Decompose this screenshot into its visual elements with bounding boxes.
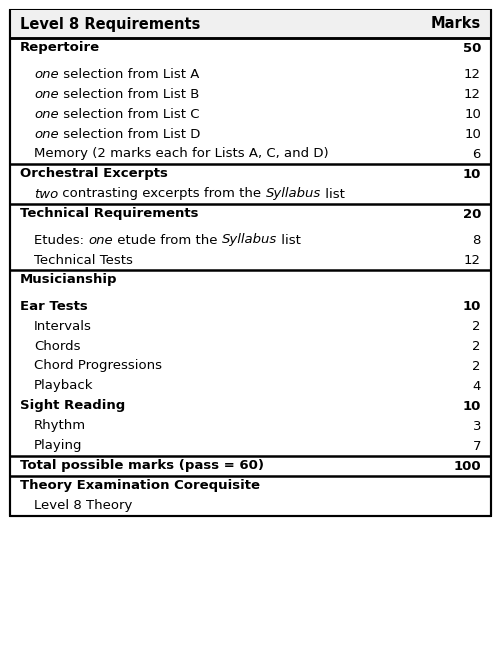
- Text: 4: 4: [472, 380, 481, 393]
- Text: Syllabus: Syllabus: [266, 187, 321, 200]
- Text: selection from List A: selection from List A: [59, 67, 199, 80]
- Text: 10: 10: [462, 400, 481, 413]
- Text: Orchestral Excerpts: Orchestral Excerpts: [20, 167, 168, 181]
- Text: one: one: [34, 87, 59, 100]
- Text: selection from List B: selection from List B: [59, 87, 199, 100]
- Text: Sight Reading: Sight Reading: [20, 400, 125, 413]
- Text: Level 8 Requirements: Level 8 Requirements: [20, 16, 200, 32]
- Text: contrasting excerpts from the: contrasting excerpts from the: [58, 187, 266, 200]
- Text: 8: 8: [472, 233, 481, 246]
- Bar: [10, 10, 491, 516]
- Text: two: two: [34, 187, 58, 200]
- Text: Total possible marks (pass = 60): Total possible marks (pass = 60): [20, 459, 264, 472]
- Text: Playback: Playback: [34, 380, 94, 393]
- Text: etude from the: etude from the: [113, 233, 221, 246]
- Text: one: one: [88, 233, 113, 246]
- Text: list: list: [277, 233, 301, 246]
- Text: 2: 2: [472, 360, 481, 373]
- Text: one: one: [34, 67, 59, 80]
- Text: Technical Requirements: Technical Requirements: [20, 207, 198, 220]
- Text: Marks: Marks: [431, 16, 481, 32]
- Text: Playing: Playing: [34, 439, 83, 452]
- Text: 10: 10: [462, 299, 481, 312]
- Bar: [10, 10, 491, 38]
- Text: 10: 10: [462, 167, 481, 181]
- Text: Ear Tests: Ear Tests: [20, 299, 88, 312]
- Text: 12: 12: [464, 253, 481, 266]
- Text: 100: 100: [453, 459, 481, 472]
- Text: Memory (2 marks each for Lists A, C, and D): Memory (2 marks each for Lists A, C, and…: [34, 148, 329, 161]
- Text: selection from List D: selection from List D: [59, 128, 200, 141]
- Text: 2: 2: [472, 340, 481, 353]
- Text: list: list: [321, 187, 345, 200]
- Text: 2: 2: [472, 319, 481, 332]
- Text: 12: 12: [464, 87, 481, 100]
- Text: 10: 10: [464, 108, 481, 121]
- Text: Theory Examination Corequisite: Theory Examination Corequisite: [20, 480, 260, 492]
- Text: 3: 3: [472, 419, 481, 432]
- Text: Etudes:: Etudes:: [34, 233, 88, 246]
- Text: selection from List C: selection from List C: [59, 108, 199, 121]
- Text: Rhythm: Rhythm: [34, 419, 86, 432]
- Text: one: one: [34, 128, 59, 141]
- Text: Repertoire: Repertoire: [20, 41, 100, 54]
- Text: one: one: [34, 108, 59, 121]
- Text: Technical Tests: Technical Tests: [34, 253, 133, 266]
- Text: 50: 50: [462, 41, 481, 54]
- Text: 12: 12: [464, 67, 481, 80]
- Text: Intervals: Intervals: [34, 319, 92, 332]
- Text: Syllabus: Syllabus: [221, 233, 277, 246]
- Text: Chords: Chords: [34, 340, 81, 353]
- Text: Chord Progressions: Chord Progressions: [34, 360, 162, 373]
- Text: Level 8 Theory: Level 8 Theory: [34, 500, 132, 513]
- Text: 7: 7: [472, 439, 481, 452]
- Text: Musicianship: Musicianship: [20, 273, 118, 286]
- Text: 10: 10: [464, 128, 481, 141]
- Text: 20: 20: [462, 207, 481, 220]
- Text: 6: 6: [472, 148, 481, 161]
